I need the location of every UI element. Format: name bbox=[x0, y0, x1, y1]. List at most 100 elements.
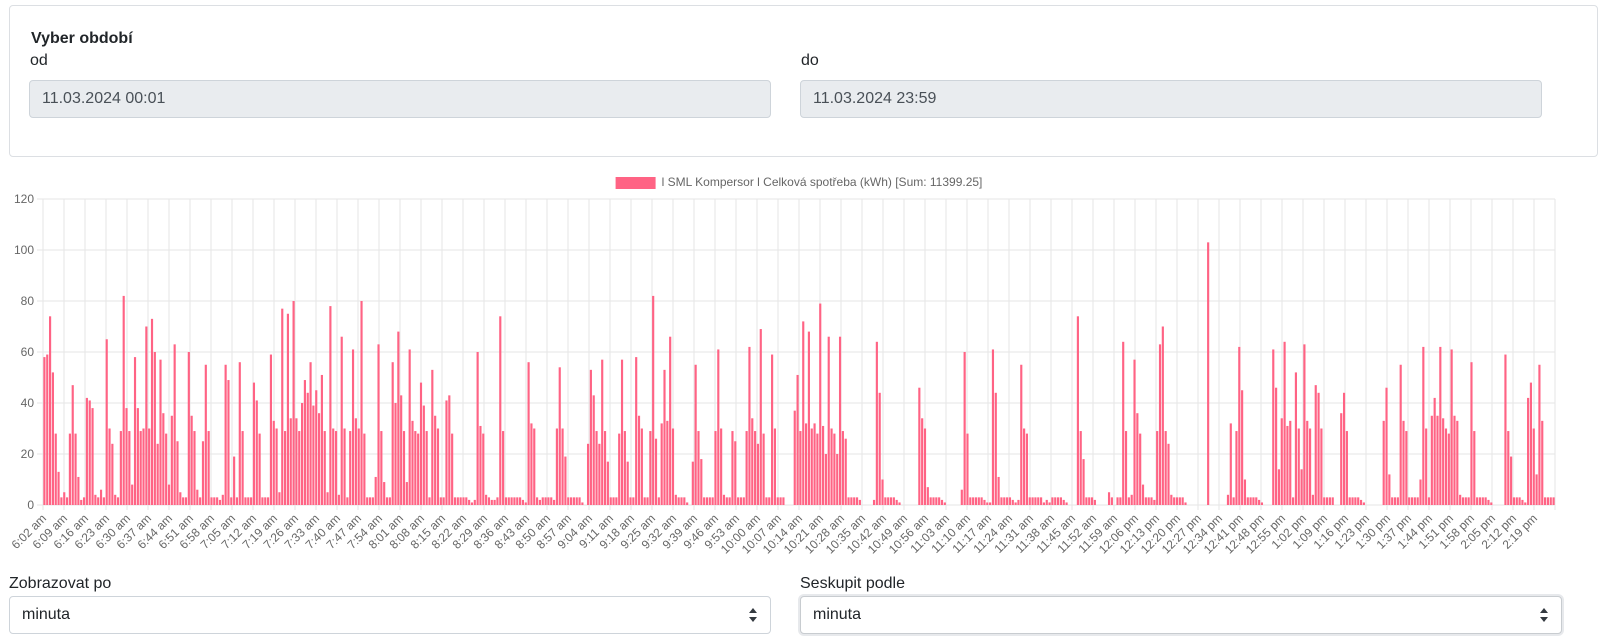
bar bbox=[136, 408, 139, 505]
bar bbox=[538, 499, 541, 505]
bar bbox=[451, 433, 454, 505]
bar bbox=[165, 433, 168, 505]
bar bbox=[295, 418, 298, 505]
bar bbox=[317, 413, 321, 505]
bar bbox=[1345, 431, 1348, 505]
bar bbox=[1453, 415, 1456, 505]
bar bbox=[1093, 499, 1096, 505]
bar bbox=[1396, 497, 1399, 505]
bar bbox=[918, 387, 921, 505]
bar bbox=[1303, 344, 1306, 505]
bar bbox=[431, 369, 434, 505]
bar bbox=[1107, 492, 1111, 505]
bar bbox=[1351, 497, 1354, 505]
bar bbox=[821, 425, 825, 505]
bar bbox=[807, 331, 810, 505]
bar bbox=[1549, 497, 1552, 505]
bar bbox=[858, 499, 861, 505]
bar bbox=[465, 497, 468, 505]
bar bbox=[476, 352, 479, 505]
bar bbox=[1359, 499, 1363, 505]
bar bbox=[326, 492, 329, 505]
bar bbox=[694, 364, 697, 505]
group-by-select[interactable]: minuta bbox=[800, 596, 1562, 634]
bar bbox=[385, 497, 389, 505]
bar bbox=[1323, 497, 1326, 505]
bar bbox=[654, 438, 658, 505]
bar bbox=[419, 382, 423, 505]
bar bbox=[742, 497, 745, 505]
bar bbox=[1226, 494, 1230, 505]
bar bbox=[1391, 497, 1394, 505]
bar bbox=[1090, 497, 1094, 505]
bar bbox=[714, 431, 717, 505]
bar bbox=[1258, 499, 1261, 505]
bar bbox=[351, 349, 355, 505]
y-tick-label: 80 bbox=[21, 294, 35, 308]
bar bbox=[1122, 341, 1125, 505]
bar bbox=[303, 380, 306, 505]
bar bbox=[82, 497, 86, 505]
bar bbox=[1124, 431, 1128, 505]
bar bbox=[153, 352, 156, 505]
bar bbox=[530, 423, 533, 505]
bar bbox=[411, 420, 414, 505]
bar bbox=[1178, 497, 1181, 505]
from-date-input[interactable]: 11.03.2024 00:01 bbox=[29, 80, 771, 118]
bar bbox=[502, 431, 505, 505]
bar bbox=[278, 492, 281, 505]
bar bbox=[366, 497, 369, 505]
bar bbox=[233, 456, 236, 505]
bar bbox=[782, 497, 785, 505]
bar bbox=[1246, 497, 1249, 505]
bar bbox=[108, 428, 111, 505]
bar bbox=[1057, 497, 1060, 505]
bar bbox=[932, 497, 935, 505]
bar bbox=[57, 471, 60, 505]
bar bbox=[555, 428, 558, 505]
bar bbox=[997, 476, 1000, 505]
bar bbox=[182, 497, 185, 505]
bar bbox=[671, 428, 675, 505]
bar bbox=[487, 497, 491, 505]
bar bbox=[309, 362, 312, 505]
bar bbox=[1348, 497, 1351, 505]
bar bbox=[1529, 382, 1533, 505]
bar bbox=[1433, 397, 1436, 505]
bar bbox=[1461, 497, 1465, 505]
bar bbox=[1173, 497, 1176, 505]
bar bbox=[1008, 497, 1012, 505]
bar bbox=[691, 461, 694, 505]
bar bbox=[264, 497, 267, 505]
bar bbox=[1354, 497, 1357, 505]
bar bbox=[436, 428, 440, 505]
bar bbox=[1275, 387, 1278, 505]
bar bbox=[1014, 502, 1017, 505]
bar bbox=[346, 497, 349, 505]
bar bbox=[292, 301, 295, 505]
bar bbox=[1045, 499, 1048, 505]
bar bbox=[85, 397, 88, 505]
bar bbox=[1119, 497, 1122, 505]
from-date-value: 11.03.2024 00:01 bbox=[42, 90, 166, 107]
bar bbox=[1325, 497, 1329, 505]
bar bbox=[841, 431, 844, 505]
bar bbox=[589, 369, 592, 505]
bar bbox=[1164, 431, 1167, 505]
bar bbox=[892, 497, 895, 505]
bar bbox=[1110, 497, 1113, 505]
bar bbox=[258, 433, 261, 505]
display-by-select[interactable]: minuta bbox=[9, 596, 771, 634]
bar bbox=[275, 428, 278, 505]
bar bbox=[114, 494, 117, 505]
bar bbox=[657, 497, 660, 505]
bar bbox=[1048, 502, 1051, 505]
bar bbox=[221, 494, 224, 505]
bar bbox=[252, 382, 256, 505]
bar bbox=[1235, 431, 1238, 505]
group-by-label: Seskupit podle bbox=[800, 575, 905, 592]
bar bbox=[516, 497, 519, 505]
bar bbox=[250, 497, 253, 505]
to-date-input[interactable]: 11.03.2024 23:59 bbox=[800, 80, 1542, 118]
bar bbox=[547, 497, 550, 505]
